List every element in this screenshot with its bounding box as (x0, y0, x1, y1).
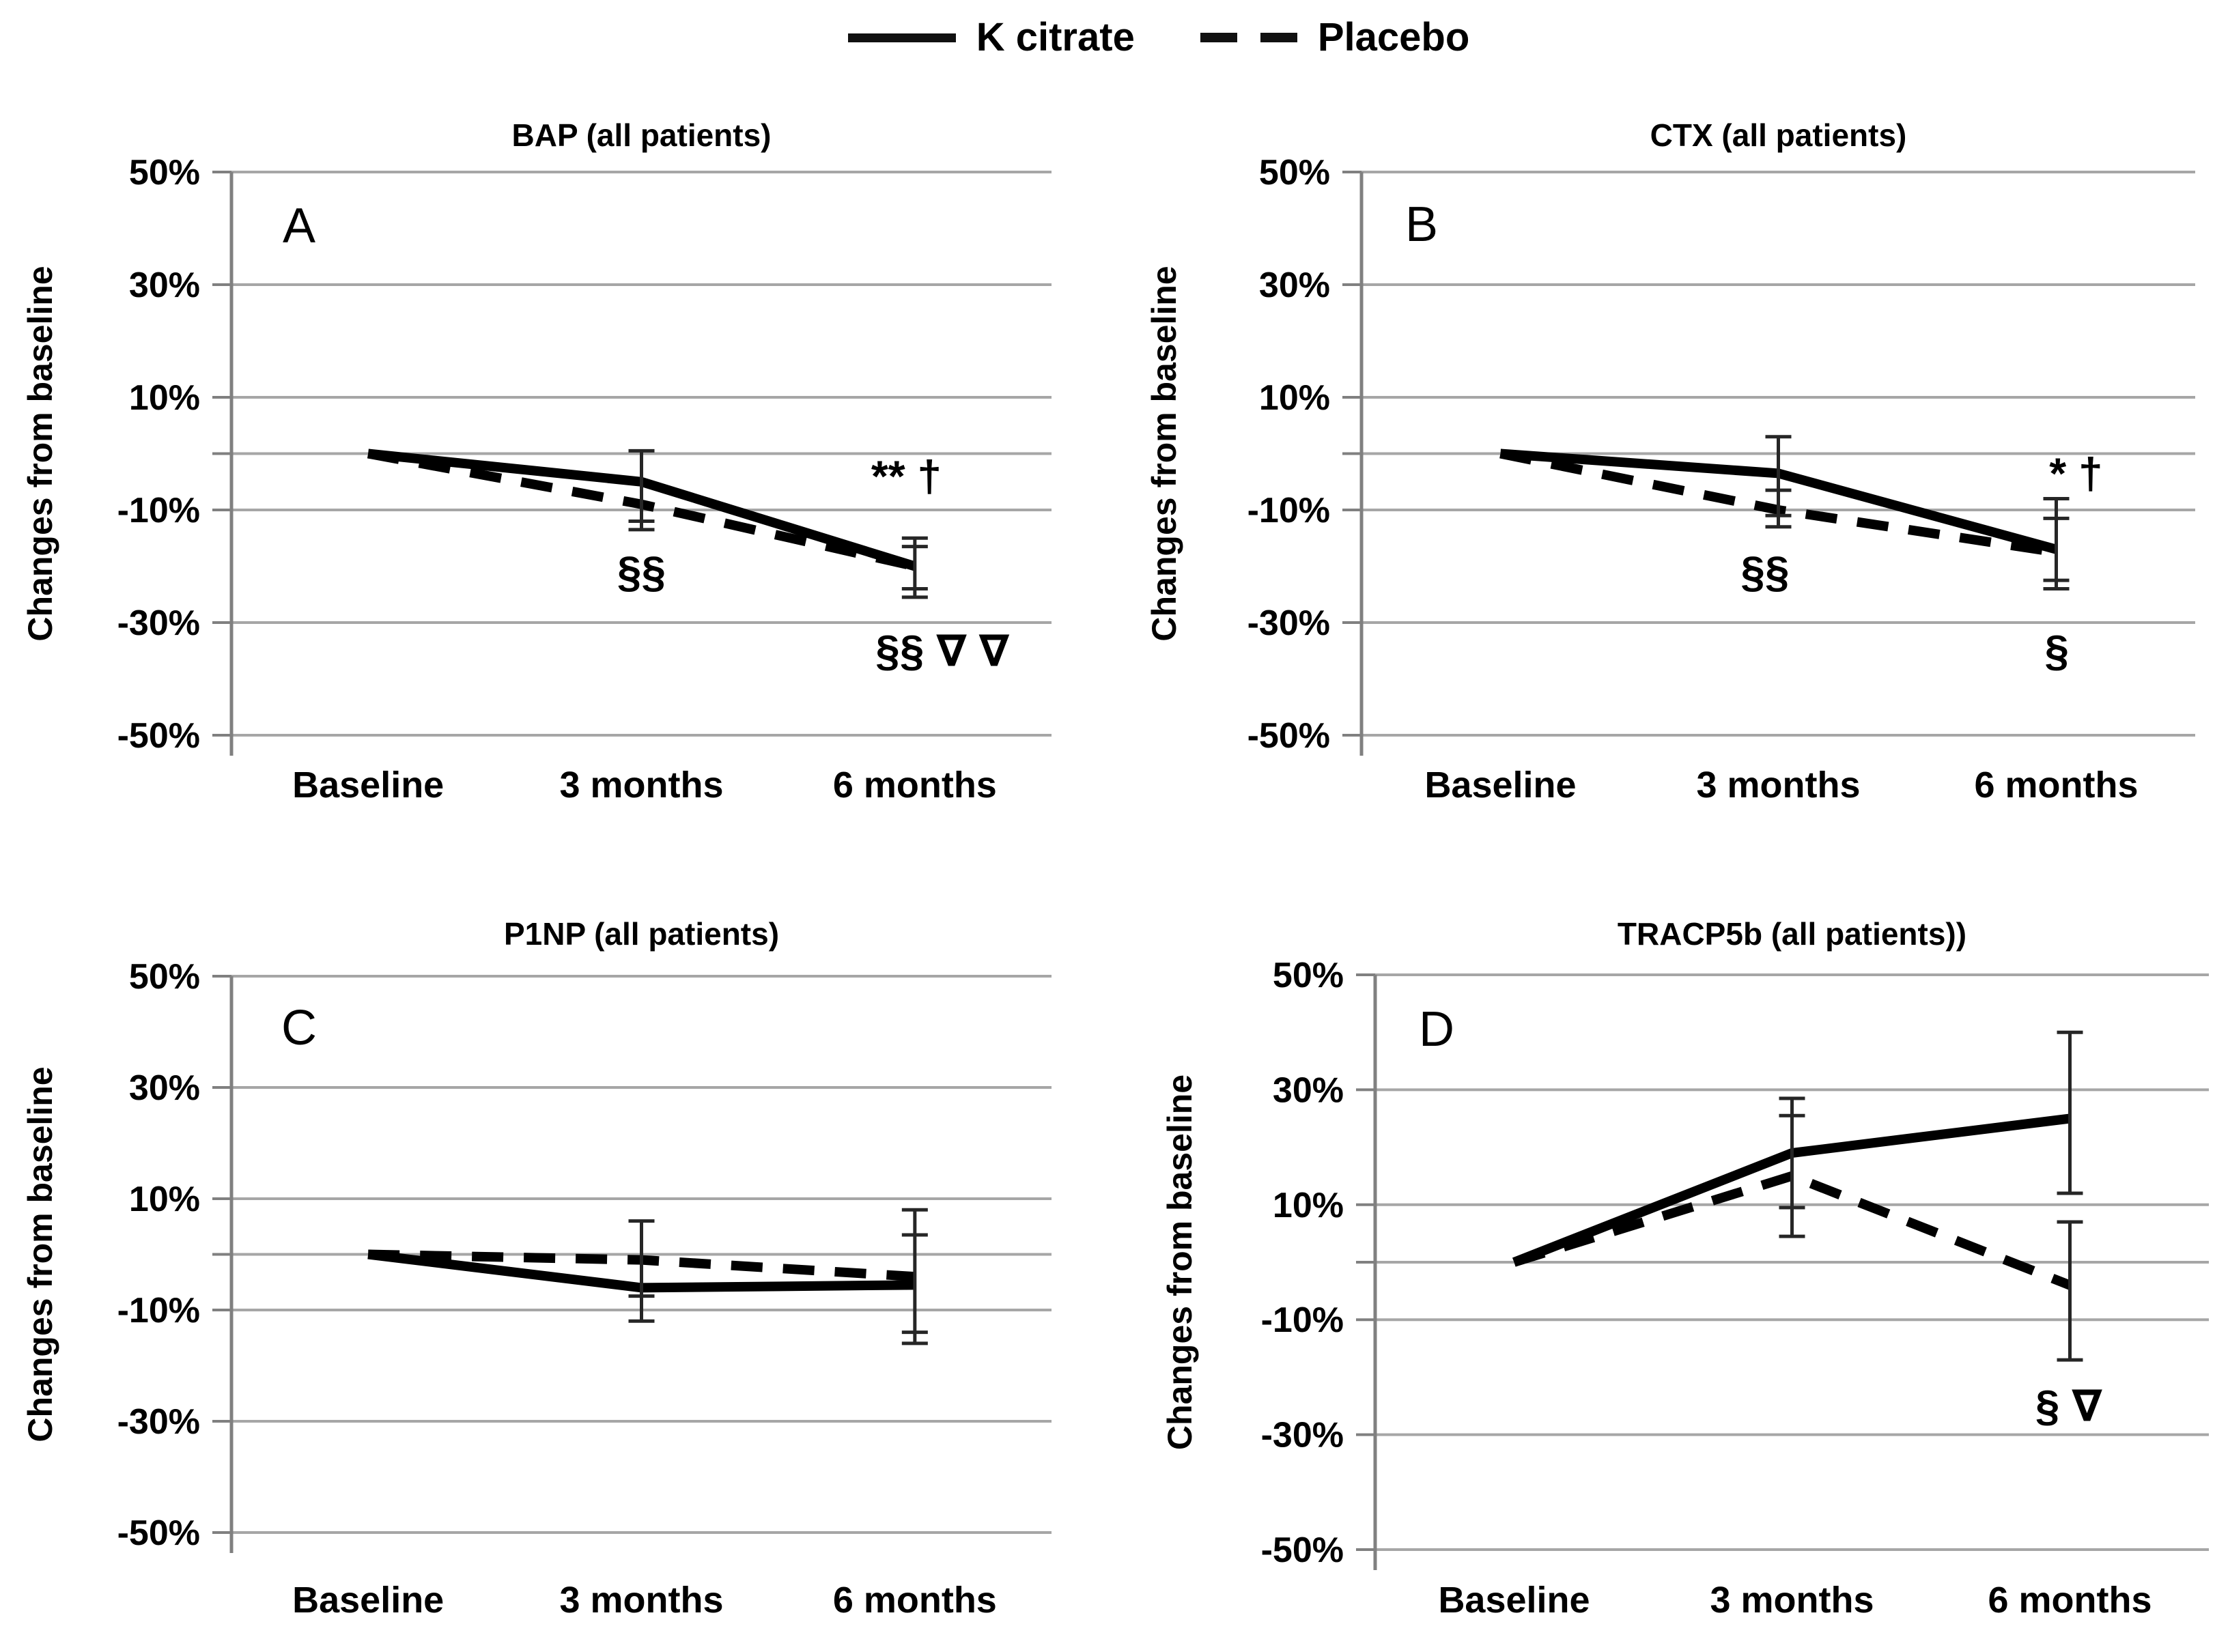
panel-title: TRACP5b (all patients)) (1618, 916, 1966, 952)
y-tick-label: 30% (129, 266, 200, 305)
y-tick-label: -10% (1261, 1300, 1344, 1340)
y-tick-label: 50% (1273, 956, 1344, 995)
x-tick-label: 6 months (833, 1580, 997, 1621)
x-tick-label: Baseline (1438, 1580, 1590, 1621)
x-tick-label: Baseline (292, 1580, 444, 1621)
legend-item-k-citrate: K citrate (847, 15, 1135, 59)
x-tick-label: 3 months (1696, 765, 1860, 806)
y-tick-label: 10% (1273, 1186, 1344, 1225)
y-tick-label: -50% (1261, 1530, 1344, 1570)
y-tick-label: -30% (1247, 603, 1330, 643)
y-tick-label: 10% (129, 1180, 200, 1219)
annotation: § ∇ (2035, 1382, 2102, 1431)
y-tick-label: 50% (129, 153, 200, 193)
y-axis-title: Changes from baseline (21, 266, 59, 641)
panel-title: CTX (all patients) (1650, 117, 1907, 153)
x-tick-label: 6 months (1974, 765, 2138, 806)
dashed-line-swatch-icon (1200, 33, 1297, 42)
solid-line-swatch-icon (847, 33, 956, 42)
y-tick-label: -50% (117, 716, 200, 756)
y-tick-label: 30% (1259, 266, 1330, 305)
y-tick-label: 10% (129, 378, 200, 418)
y-tick-label: -30% (117, 1402, 200, 1442)
y-axis-title: Changes from baseline (1161, 1074, 1199, 1450)
legend-label-k-citrate: K citrate (976, 15, 1135, 59)
y-tick-label: 30% (129, 1068, 200, 1108)
legend-item-placebo: Placebo (1200, 18, 1469, 57)
legend-label-placebo: Placebo (1317, 15, 1470, 59)
y-tick-label: -10% (1247, 491, 1330, 530)
y-axis-title: Changes from baseline (1145, 266, 1183, 641)
panel-letter: A (283, 199, 315, 253)
x-tick-label: 6 months (833, 765, 997, 806)
y-tick-label: 30% (1273, 1070, 1344, 1110)
legend: K citrate Placebo (0, 18, 2215, 57)
annotation: § (2045, 626, 2070, 675)
annotation: * † (2049, 448, 2102, 498)
x-tick-label: Baseline (1424, 765, 1576, 806)
panel-letter: C (281, 1001, 317, 1055)
x-tick-label: Baseline (292, 765, 444, 806)
y-tick-label: -50% (117, 1513, 200, 1553)
x-tick-label: 3 months (1710, 1580, 1874, 1621)
panel-A: 50% 30% 10% -10% -30% -50% ** † §§ §§ ∇ ∇ BAP (al… (21, 117, 1052, 806)
x-tick-label: 3 months (559, 765, 723, 806)
panel-title: BAP (all patients) (512, 117, 772, 153)
panel-title: P1NP (all patients) (504, 916, 779, 952)
y-tick-label: -10% (117, 1291, 200, 1330)
y-tick-label: 50% (1259, 153, 1330, 193)
y-tick-label: 10% (1259, 378, 1330, 418)
panel-D: 50% 30% 10% -10% -30% -50% § ∇ TRACP5b (all pat… (1161, 916, 2209, 1621)
y-tick-label: -30% (117, 603, 200, 643)
y-tick-label: -10% (117, 491, 200, 530)
annotation: §§ (617, 547, 666, 597)
panel-letter: D (1419, 1002, 1454, 1057)
x-tick-label: 6 months (1988, 1580, 2151, 1621)
y-tick-label: -30% (1261, 1416, 1344, 1455)
y-tick-label: 50% (129, 957, 200, 997)
annotation: ** † (871, 452, 942, 501)
annotation: §§ ∇ ∇ (875, 626, 1009, 675)
panel-C: 50% 30% 10% -10% -30% -50% P1NP (all patients)… (21, 916, 1052, 1621)
annotation: §§ (1740, 547, 1789, 597)
y-tick-label: -50% (1247, 716, 1330, 756)
panel-B: 50%30%10%-10%-30%-50%* †§§§CTX (all pati… (1145, 117, 2195, 806)
x-tick-label: 3 months (559, 1580, 723, 1621)
series-line-placebo (1512, 1171, 2072, 1290)
y-axis-title: Changes from baseline (21, 1066, 59, 1442)
panel-letter: B (1405, 197, 1438, 252)
